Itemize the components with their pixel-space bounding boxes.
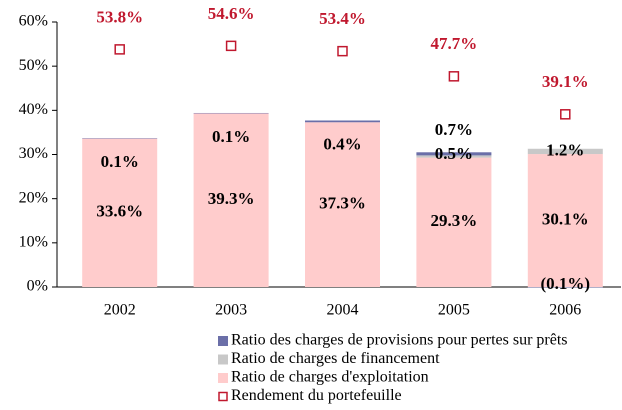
data-label: 0.5% bbox=[435, 144, 473, 163]
legend-label: Rendement du portefeuille bbox=[231, 387, 402, 404]
legend-swatch bbox=[218, 373, 228, 383]
data-label: 53.8% bbox=[96, 7, 143, 26]
y-tick-label: 10% bbox=[19, 234, 48, 251]
data-label: 37.3% bbox=[319, 194, 366, 213]
data-label: 54.6% bbox=[208, 4, 255, 23]
legend-marker bbox=[218, 391, 228, 402]
bar-segment bbox=[193, 113, 269, 287]
data-label: 33.6% bbox=[96, 202, 143, 221]
data-label: 30.1% bbox=[542, 209, 589, 228]
data-label: 0.1% bbox=[101, 152, 139, 171]
y-tick-label: 50% bbox=[19, 57, 48, 74]
bar-segment bbox=[416, 155, 492, 158]
legend-label: Ratio de charges de financement bbox=[231, 350, 440, 367]
data-label: (0.1%) bbox=[541, 274, 591, 293]
y-tick-label: 60% bbox=[19, 13, 48, 30]
x-tick-label: 2005 bbox=[438, 302, 470, 319]
x-tick-label: 2002 bbox=[104, 302, 136, 319]
marker bbox=[225, 40, 237, 52]
data-label: 39.3% bbox=[208, 189, 255, 208]
x-tick-label: 2006 bbox=[549, 302, 581, 319]
data-label: 47.7% bbox=[431, 34, 478, 53]
legend-label: Ratio des charges de provisions pour per… bbox=[231, 332, 568, 349]
y-tick-label: 30% bbox=[19, 145, 48, 162]
bar-segment bbox=[527, 148, 603, 155]
y-tick-label: 20% bbox=[19, 189, 48, 206]
legend-label: Ratio de charges d'exploitation bbox=[231, 369, 429, 386]
bar-segment bbox=[527, 154, 603, 287]
bar-segment bbox=[82, 138, 158, 287]
legend-swatch bbox=[218, 354, 228, 365]
legend-swatch bbox=[218, 336, 228, 346]
y-tick-label: 40% bbox=[19, 101, 48, 118]
data-label: 0.4% bbox=[323, 134, 361, 153]
x-tick-label: 2003 bbox=[215, 302, 247, 319]
data-label: 29.3% bbox=[431, 211, 478, 230]
marker bbox=[337, 45, 348, 57]
data-label: 0.7% bbox=[435, 120, 473, 139]
marker bbox=[114, 44, 125, 55]
data-label: 1.2% bbox=[546, 141, 584, 160]
bar-segment bbox=[305, 122, 380, 287]
marker bbox=[448, 71, 460, 82]
bar-segment bbox=[416, 157, 492, 287]
y-tick-label: 0% bbox=[27, 278, 48, 295]
x-tick-label: 2004 bbox=[327, 302, 359, 319]
data-label: 39.1% bbox=[542, 72, 589, 91]
marker bbox=[560, 109, 571, 120]
bar-segment bbox=[416, 152, 492, 156]
bar-segment bbox=[305, 120, 380, 123]
data-label: 53.4% bbox=[319, 9, 366, 28]
data-label: 0.1% bbox=[212, 127, 250, 146]
